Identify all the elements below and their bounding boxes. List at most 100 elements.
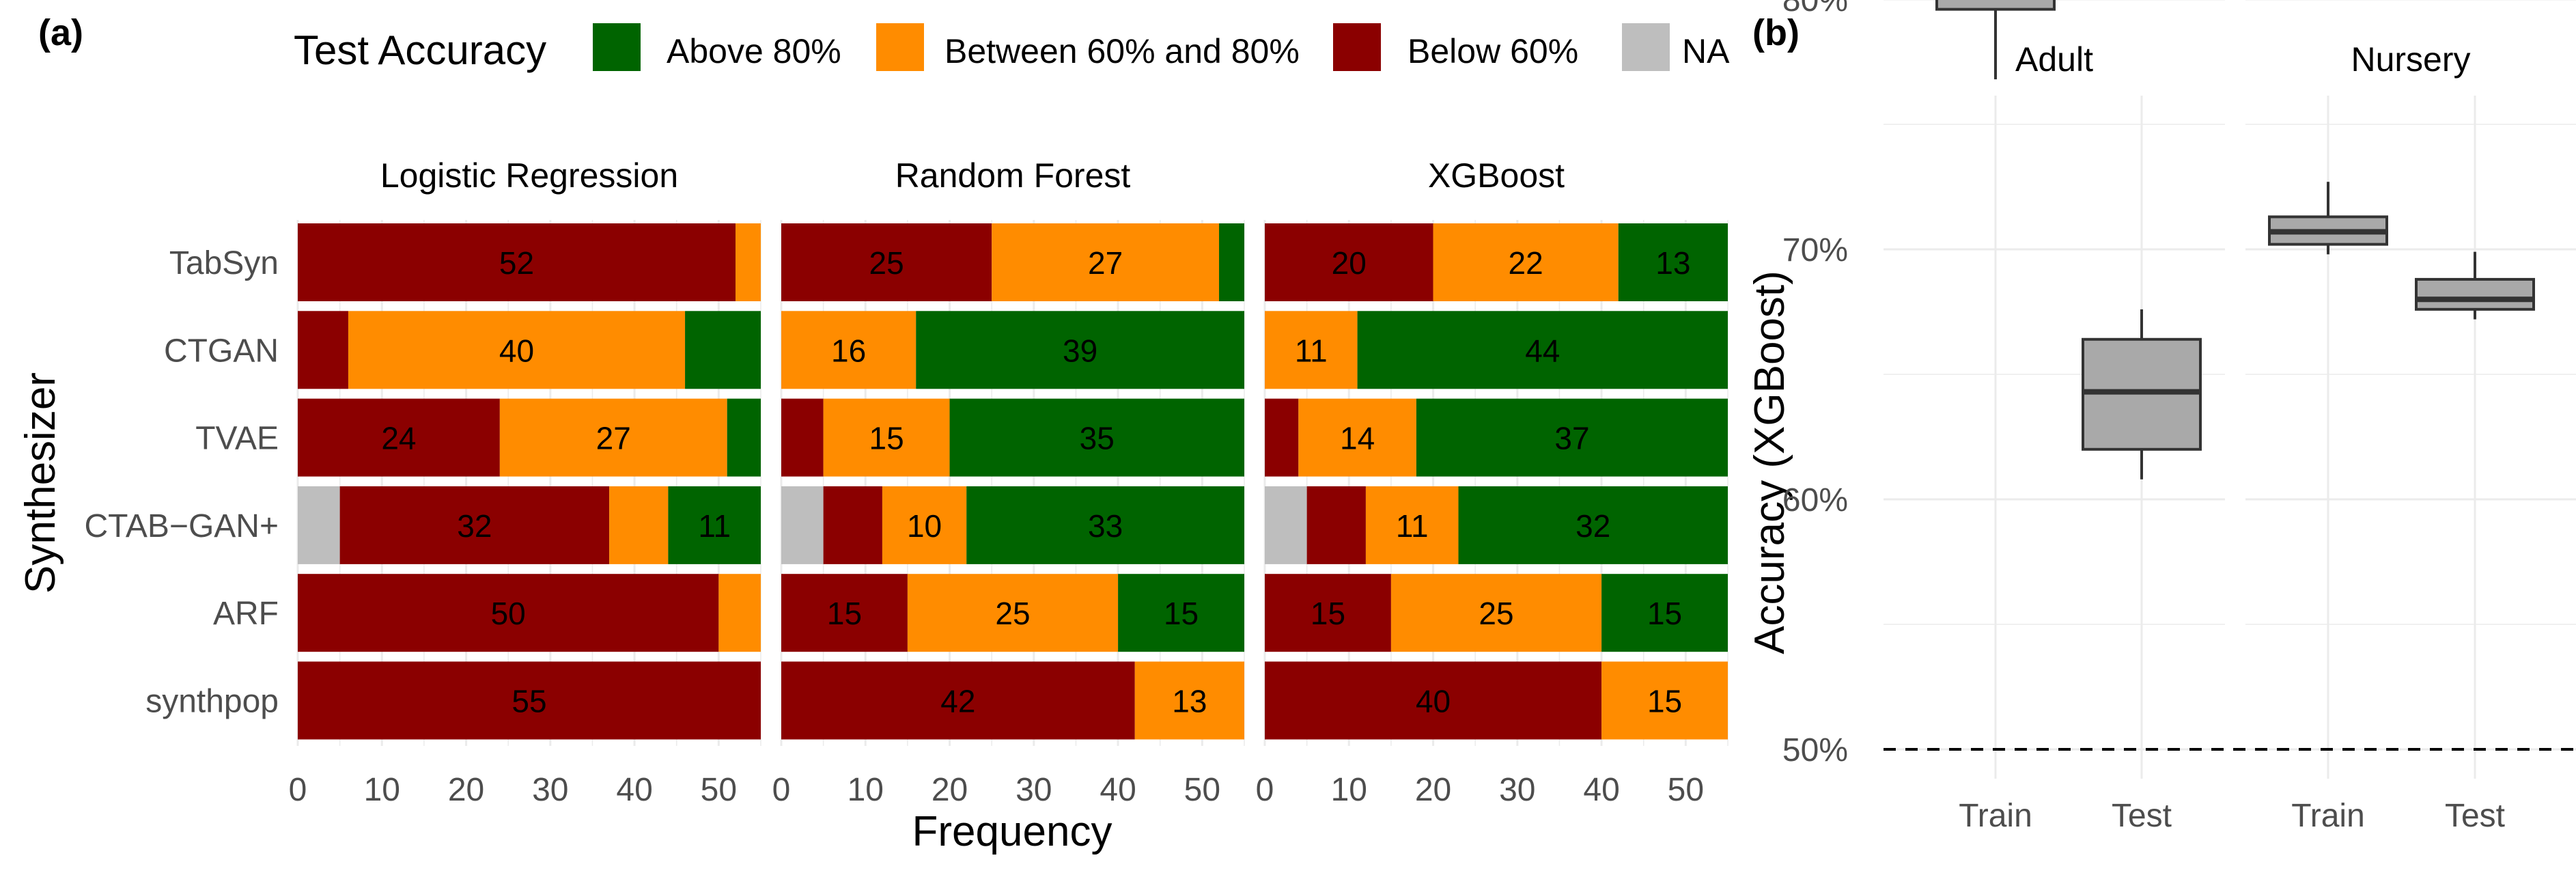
box-facet-1 — [2245, 0, 2576, 779]
x-tick-label: 0 — [772, 772, 791, 808]
bar-segment-below — [823, 486, 882, 564]
y-axis-title-b: Accuracy (XGBoost) — [1746, 270, 1793, 654]
facet-title: Logistic Regression — [380, 156, 678, 195]
bar-segment-between — [781, 311, 916, 389]
bar-segment-between — [882, 486, 967, 564]
bar-value-label: 39 — [1063, 333, 1097, 368]
bar-value-label: 14 — [1340, 421, 1375, 456]
bar-segment-below — [781, 398, 824, 477]
bar-segment-na — [1265, 486, 1307, 564]
bar-segment-between — [1390, 574, 1602, 652]
facet-title: Random Forest — [895, 156, 1131, 195]
bar-segment-below — [298, 311, 348, 389]
x-tick-label: 40 — [1583, 772, 1619, 808]
box-iqr — [2415, 277, 2535, 311]
bar-segment-between — [907, 574, 1119, 652]
box-iqr — [1935, 0, 2056, 11]
x-tick-label: 40 — [616, 772, 652, 808]
bar-value-label: 50 — [491, 596, 526, 631]
box-x-label: Test — [2112, 798, 2172, 834]
bar-segment-above — [1601, 574, 1728, 652]
bar-value-label: 37 — [1554, 421, 1589, 456]
bar-value-label: 52 — [499, 245, 534, 281]
bar-segment-above — [1219, 223, 1244, 301]
bar-value-label: 11 — [698, 508, 731, 544]
bar-segment-between — [1601, 661, 1728, 740]
bar-segment-between — [823, 398, 950, 477]
x-tick-label: 0 — [1256, 772, 1274, 808]
bar-segment-between — [1433, 223, 1619, 301]
bar-segment-below — [781, 223, 992, 301]
bar-segment-below — [781, 661, 1135, 740]
panel-label-b: (b) — [1752, 12, 1800, 53]
legend-title: Test Accuracy — [294, 27, 546, 73]
bar-segment-above — [685, 311, 761, 389]
bar-value-label: 35 — [1080, 421, 1115, 456]
bar-segment-below — [781, 574, 908, 652]
x-tick-label: 30 — [1016, 772, 1052, 808]
bar-value-label: 15 — [1164, 596, 1199, 631]
bar-segment-above — [1416, 398, 1728, 477]
bar-value-label: 25 — [995, 596, 1030, 631]
bar-value-label: 40 — [1416, 684, 1451, 719]
bar-segment-above — [668, 486, 761, 564]
x-tick-label: 50 — [1668, 772, 1704, 808]
bar-segment-below — [1265, 574, 1391, 652]
bar-segment-above — [949, 398, 1244, 477]
bar-value-label: 16 — [831, 333, 866, 368]
y-tick-label: 50% — [1782, 732, 1848, 768]
bar-segment-below — [298, 661, 761, 740]
bar-segment-above — [1357, 311, 1728, 389]
box-x-label: Test — [2445, 798, 2505, 834]
legend-key-between — [876, 23, 924, 71]
bar-value-label: 42 — [940, 684, 975, 719]
bar-value-label: 40 — [499, 333, 534, 368]
bar-segment-above — [966, 486, 1244, 564]
bar-value-label: 25 — [1479, 596, 1513, 631]
bar-value-label: 22 — [1509, 245, 1543, 281]
y-tick-label: 60% — [1782, 482, 1848, 518]
bar-segment-above — [1618, 223, 1728, 301]
category-label: TVAE — [195, 421, 279, 457]
bar-value-label: 27 — [596, 421, 631, 456]
y-tick-label: 70% — [1782, 232, 1848, 268]
x-tick-label: 50 — [701, 772, 737, 808]
x-tick-label: 20 — [932, 772, 968, 808]
facet-title: Nursery — [2351, 40, 2470, 79]
x-tick-label: 50 — [1184, 772, 1220, 808]
legend-key-below — [1333, 23, 1381, 71]
bar-segment-between — [1265, 311, 1358, 389]
category-label: CTGAN — [164, 333, 279, 369]
x-tick-label: 10 — [1331, 772, 1367, 808]
bar-segment-below — [339, 486, 610, 564]
bar-value-label: 11 — [1295, 333, 1328, 368]
box-facet-0 — [1884, 0, 2225, 779]
bar-segment-between — [992, 223, 1220, 301]
bar-segment-below — [298, 398, 500, 477]
facet-1 — [780, 220, 1245, 746]
category-label: synthpop — [145, 684, 279, 720]
box-x-label: Train — [1959, 798, 2032, 834]
bar-segment-na — [781, 486, 824, 564]
bar-segment-between — [736, 223, 761, 301]
facet-2 — [1263, 220, 1728, 746]
bar-value-label: 15 — [1311, 596, 1345, 631]
x-tick-label: 20 — [448, 772, 484, 808]
legend-key-na — [1622, 23, 1670, 71]
x-tick-label: 0 — [289, 772, 307, 808]
x-tick-label: 10 — [848, 772, 884, 808]
x-tick-label: 40 — [1100, 772, 1136, 808]
bar-segment-between — [1298, 398, 1416, 477]
bar-segment-below — [298, 223, 736, 301]
bar-segment-below — [1306, 486, 1366, 564]
bar-value-label: 15 — [1647, 684, 1682, 719]
bar-value-label: 55 — [512, 684, 546, 719]
bar-value-label: 10 — [907, 508, 942, 544]
bar-value-label: 27 — [1088, 245, 1123, 281]
bar-value-label: 15 — [869, 421, 904, 456]
bar-segment-below — [1265, 661, 1602, 740]
bar-value-label: 32 — [457, 508, 492, 544]
legend-label-na: NA — [1682, 32, 1730, 70]
facet-title: Adult — [2015, 40, 2093, 79]
